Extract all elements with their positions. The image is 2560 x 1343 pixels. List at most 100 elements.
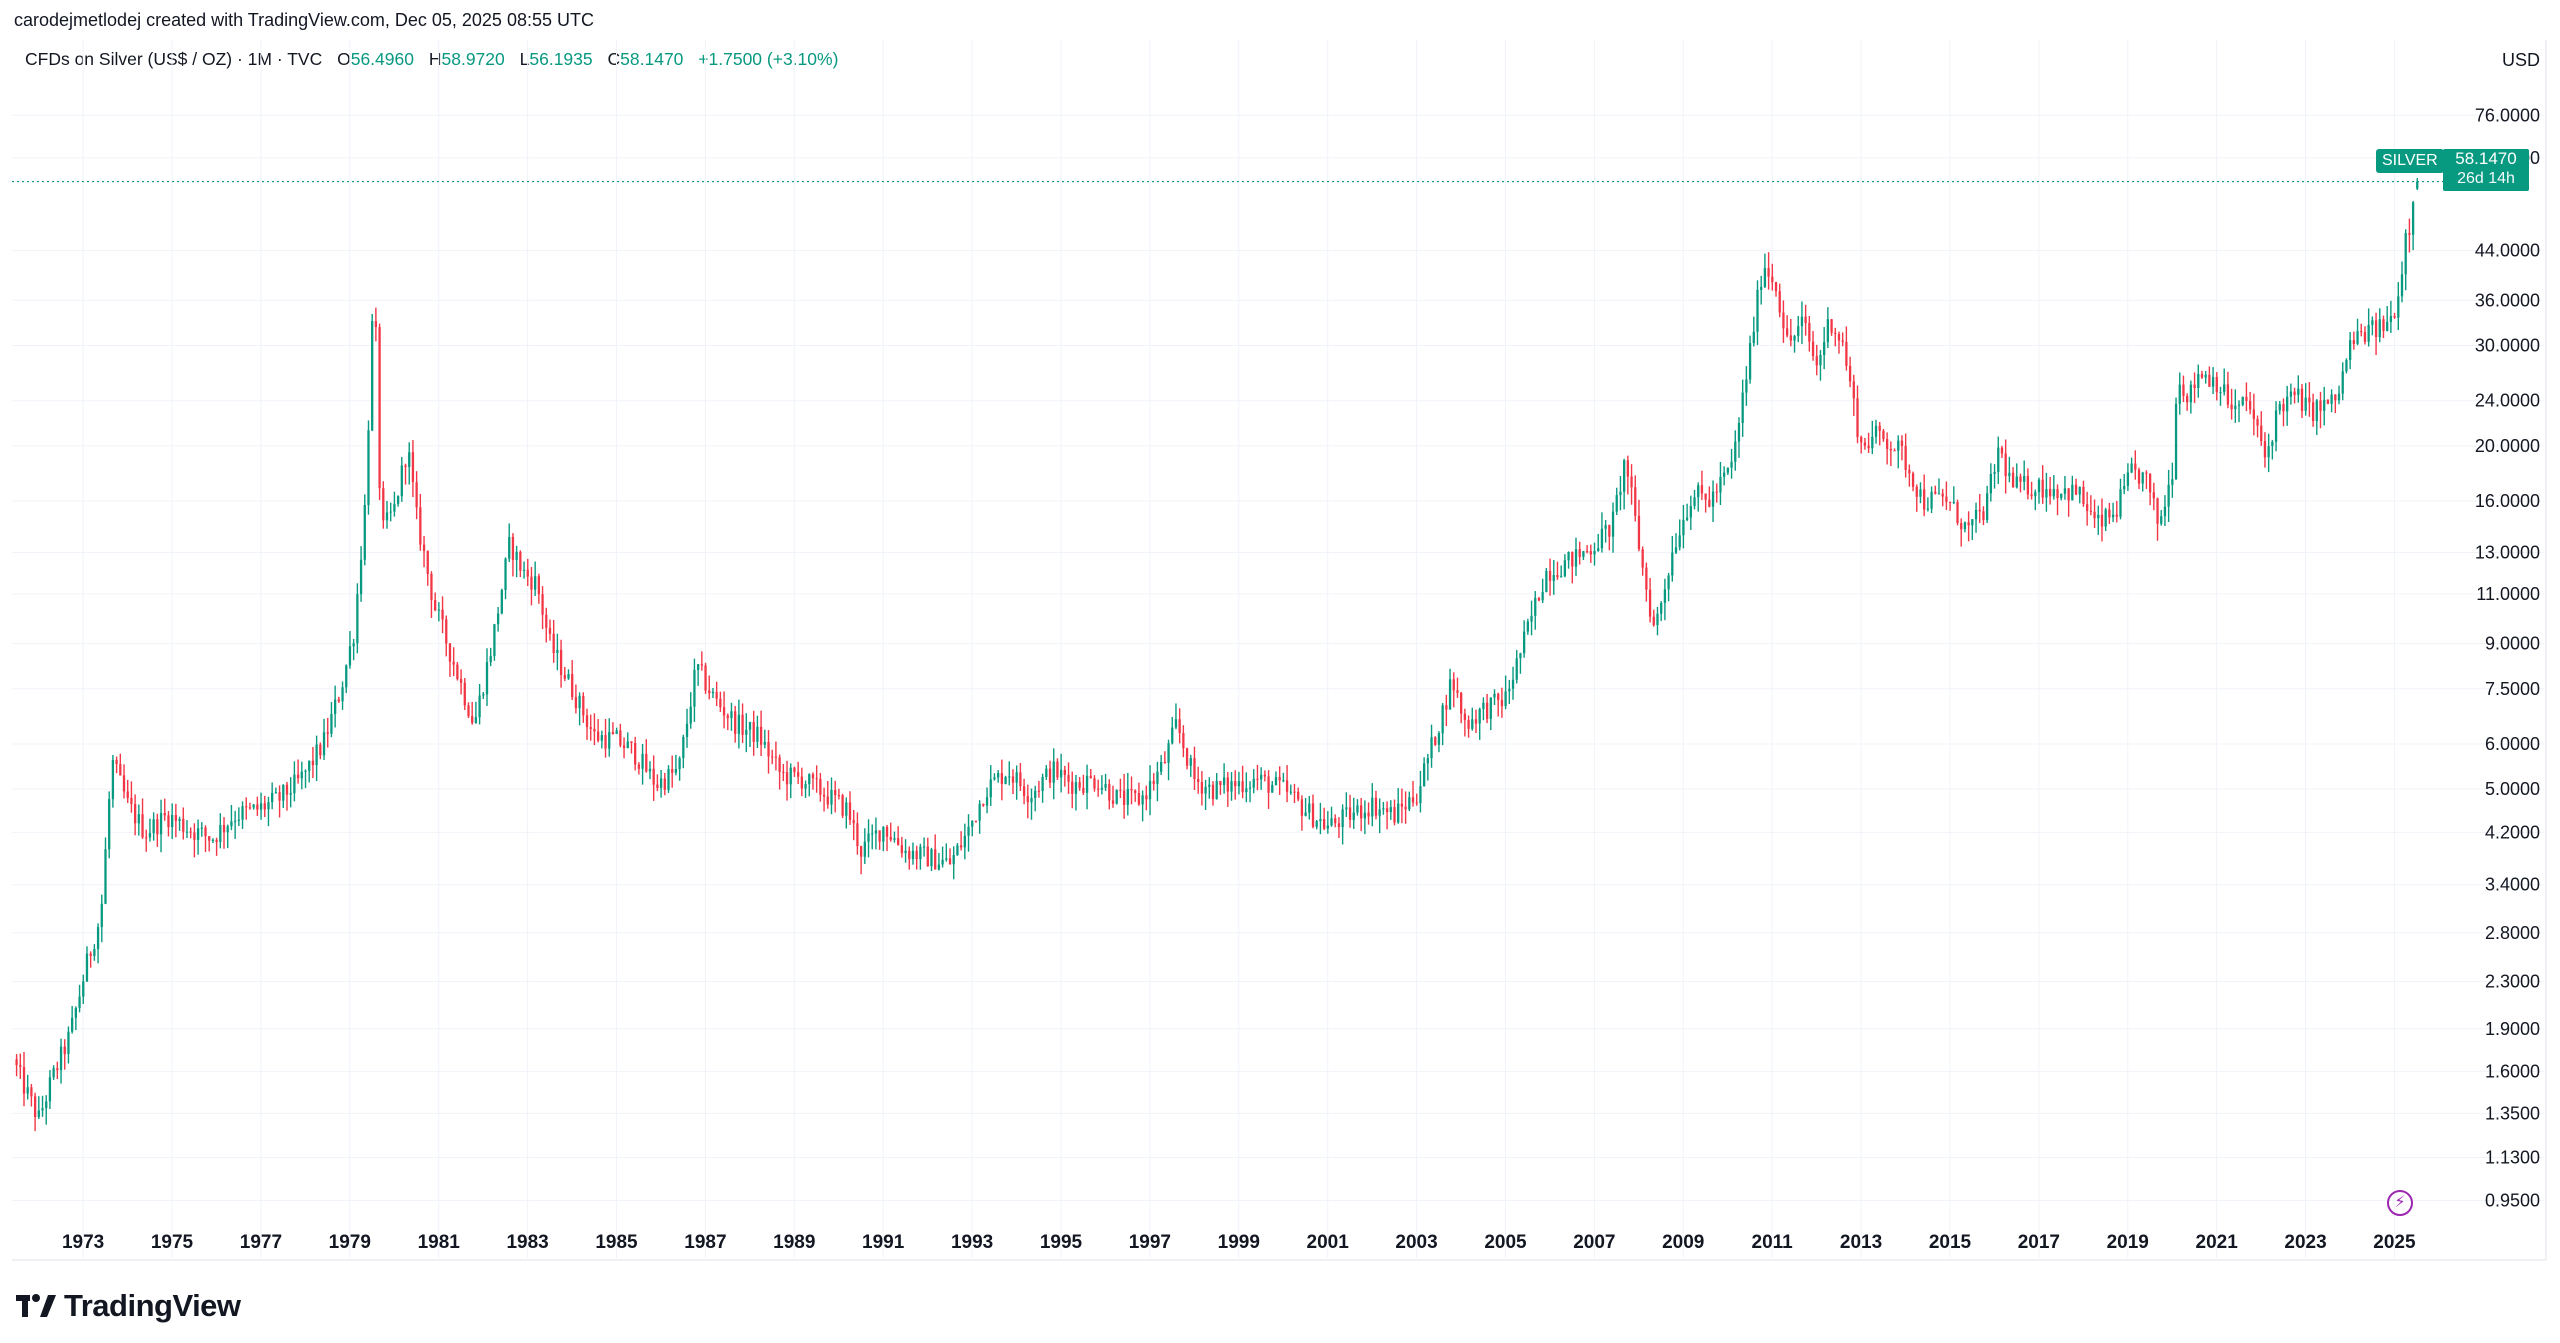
candle [963,823,966,860]
candle [582,692,585,723]
candle-body [1911,473,1915,487]
symbol-price-label: SILVER [2376,149,2444,173]
candle [2263,432,2267,468]
candle-body [2048,488,2052,497]
candle [574,684,578,714]
candle [1397,788,1400,824]
candle [104,837,107,905]
candle [1289,784,1292,795]
candle-body [1352,812,1355,820]
x-tick-label: 2005 [1484,1232,1527,1253]
candle [2056,484,2059,516]
candle [2337,385,2341,405]
candle-body [1063,769,1066,776]
candle-body [2104,509,2107,527]
candle [1774,281,1778,297]
candle [785,760,789,801]
candle-body [271,792,274,803]
candle-body [1941,493,1944,497]
candle-body [1552,575,1555,581]
candle-body [500,590,503,614]
candle [1193,746,1196,790]
candle-body [900,845,904,854]
candle [408,442,411,485]
candle [1937,478,1941,495]
candle-body [756,726,759,742]
legend-symbol[interactable]: CFDs on Silver (US$ / OZ) · 1M · TVC [25,49,323,69]
candle-body [1485,702,1489,719]
candle [426,550,429,586]
candle-body [937,864,941,870]
candle-body [1434,737,1437,745]
candle-body [904,850,907,854]
candle-body [1111,800,1115,804]
candle-body [1089,775,1092,779]
candle-body [804,784,807,789]
candle-body [1460,692,1463,714]
candle [656,774,659,792]
candle-body [1148,780,1152,800]
candle [2323,386,2326,426]
candle [434,592,437,612]
candle [356,583,359,654]
candle-body [130,798,133,805]
candle [1545,567,1548,593]
candle-body [726,715,729,719]
candle [2019,473,2022,493]
legend-low-value: 56.1935 [529,49,593,69]
candle-body [1548,570,1552,581]
candle [1600,512,1604,553]
candle [415,471,418,520]
candle-body [1971,519,1974,526]
candle [1989,463,1992,502]
candle [1400,788,1404,824]
candle-body [48,1077,52,1102]
candle [1715,483,1718,503]
candle-body [1634,487,1637,516]
candle [2374,312,2378,355]
candle-body [1900,440,1904,446]
candle-body [67,1031,70,1055]
candle-body [2011,472,2015,488]
candle-body [1167,743,1170,763]
candle-body [1356,805,1359,813]
candle-body [2252,409,2255,419]
candle [1508,680,1511,705]
candle [1930,486,1933,514]
candle-body [319,744,322,756]
candle [1222,763,1226,794]
candle [378,323,381,501]
lightning-icon[interactable]: ⚡ [2387,1190,2413,1216]
candle [2023,460,2026,491]
candle-body [2404,232,2407,275]
candle [585,708,589,740]
candle [452,647,455,677]
candle [737,699,741,749]
legend-open-value: 56.4960 [350,49,414,69]
tradingview-logo[interactable]: TradingView [16,1288,241,1324]
candle [1889,441,1892,466]
candle [1615,487,1618,516]
candle [1441,703,1444,746]
candle [345,664,348,694]
candle [534,561,537,596]
candle [63,1039,66,1070]
candle-body [1726,467,1730,473]
candle [1834,327,1837,347]
candle-body [1878,425,1881,431]
candle-body [1708,499,1711,507]
currency-label: USD [2502,50,2540,70]
candle-body [2367,324,2370,342]
candle [1985,485,1989,524]
candle-body [745,729,748,735]
candle-body [830,789,833,805]
candle [1037,780,1041,798]
candle-body [1408,797,1411,810]
candle [2048,476,2052,505]
candle-body [2056,489,2059,499]
candle-body [2278,404,2281,411]
candle [1282,772,1285,783]
candle-body [2241,396,2244,405]
candle [1041,773,1044,803]
